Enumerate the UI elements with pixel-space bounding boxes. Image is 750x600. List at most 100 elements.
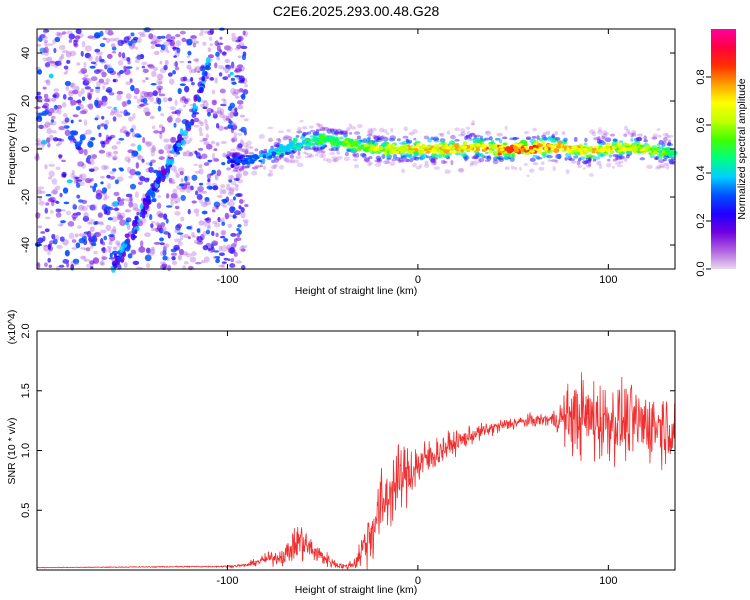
spectrogram-noise-blob (211, 89, 216, 95)
spectrogram-noise-blob (153, 66, 159, 72)
spectrogram-ridge-core (497, 152, 502, 156)
spectrogram-ridge-blob (665, 132, 669, 137)
spectrogram-noise-blob (230, 77, 236, 82)
spectrogram-noise-blob (133, 95, 138, 99)
spectrogram-noise-blob (47, 176, 53, 180)
spectrogram-noise-blob (61, 101, 67, 108)
spectrogram-ridge-core (475, 147, 481, 152)
spectrogram-noise-blob (151, 125, 156, 130)
spectrogram-noise-blob (56, 104, 63, 110)
spectrogram-ridge-blob (317, 123, 324, 129)
spectrogram-ridge-blob (512, 137, 520, 140)
spectrogram-noise-blob (207, 54, 214, 59)
spectrogram-ridge-blob (496, 132, 503, 137)
spectrogram-ridge-blob (229, 175, 235, 180)
spectrogram-ridge-blob (658, 139, 664, 145)
spectrogram-noise-blob (94, 117, 99, 121)
spectrogram-ridge-core (273, 148, 278, 151)
spectrogram-noise-blob (203, 162, 210, 166)
spectrogram-ridge-blob (373, 139, 379, 143)
spectrogram-ridge-blob (244, 165, 250, 169)
spectrogram-noise-blob (141, 61, 148, 66)
spectrogram-noise-blob (158, 81, 163, 85)
spectrogram-noise-blob (221, 221, 226, 226)
spectrogram-noise-blob (211, 169, 216, 175)
spectrogram-noise-blob (185, 253, 193, 258)
spectrogram-ridge-blob (296, 130, 303, 134)
spectrogram-noise-blob (83, 148, 88, 156)
spectrogram-noise-blob (217, 216, 221, 223)
spectrogram-ridge-blob (423, 163, 430, 168)
spectrogram-ridge-core (611, 146, 616, 150)
spectrogram-noise-blob (148, 33, 154, 40)
spectrogram-ridge-blob (467, 138, 473, 141)
spectrogram-noise-blob (188, 108, 193, 112)
spectrogram-noise-blob (155, 221, 160, 227)
spectrogram-noise-blob (80, 50, 84, 57)
spectrogram-noise-blob (232, 136, 238, 141)
spectrogram-noise-blob (112, 78, 117, 83)
spectrogram-ridge-blob (385, 132, 390, 135)
spectrogram-noise-blob (237, 224, 242, 228)
spectrogram-noise-blob (215, 51, 220, 57)
spectrogram-noise-blob (218, 72, 223, 77)
spectrogram-noise-blob (79, 110, 87, 115)
spectrogram-noise-blob (230, 258, 235, 263)
spectrogram-noise-blob (93, 183, 98, 188)
spectrogram-noise-blob (88, 103, 94, 110)
spectrogram-ridge-blob (488, 150, 493, 154)
spectrogram-noise-blob (230, 63, 235, 70)
spectrogram-noise-blob (87, 155, 92, 160)
spectrogram-noise-blob (112, 225, 117, 233)
spectrogram-noise-blob (84, 258, 91, 262)
spectrogram-ridge-blob (472, 137, 480, 141)
spectrogram-noise-blob (96, 80, 101, 88)
spectrogram-ridge-core (346, 144, 351, 149)
spectrogram-ridge-core (453, 143, 459, 148)
spectrogram-ridge-blob (313, 146, 320, 152)
spectrogram-noise-blob (51, 178, 58, 185)
spectrogram-noise-blob (34, 241, 42, 247)
spectrogram-noise-blob (183, 104, 187, 108)
spectrogram-noise-blob (180, 216, 185, 222)
spectrogram-noise-blob (236, 66, 242, 74)
spectrogram-noise-blob (191, 113, 197, 118)
spectrogram-noise-blob (105, 209, 111, 216)
spectrogram-ridge-blob (593, 137, 600, 141)
spectrogram-noise-blob (58, 154, 62, 160)
spectrogram-noise-blob (52, 39, 56, 45)
spectrogram-noise-blob (129, 196, 133, 202)
spectrogram-noise-blob (139, 95, 144, 100)
spectrogram-ridge-core (476, 143, 481, 146)
spectrogram-ridge-blob (316, 146, 323, 151)
spectrogram-ridge-blob (282, 136, 288, 141)
spectrogram-noise-blob (183, 261, 189, 265)
spectrogram-noise-blob (69, 99, 75, 107)
spectrogram-noise-blob (174, 99, 178, 106)
spectrogram-ridge-blob (302, 132, 309, 135)
spectrogram-noise-blob (182, 151, 187, 157)
spectrogram-noise-blob (38, 36, 43, 42)
spectrogram-noise-blob (228, 120, 233, 124)
spectrogram-noise-blob (203, 256, 210, 263)
spectrogram-ridge-blob (312, 145, 316, 150)
spectrogram-ridge-blob (412, 129, 418, 134)
spectrogram-noise-blob (198, 32, 204, 37)
spectrogram-noise-blob (124, 156, 131, 162)
spectrogram-noise-blob (135, 46, 139, 50)
spectrogram-noise-blob (47, 142, 51, 148)
spectrogram-noise-blob (199, 103, 205, 108)
spectrogram-noise-blob (78, 237, 86, 244)
spectrogram-noise-blob (123, 36, 130, 43)
spectrogram-noise-blob (53, 47, 57, 54)
spectrogram-noise-blob (173, 122, 177, 128)
spectrogram-ridge-blob (315, 128, 323, 132)
spectrogram-noise-blob (167, 264, 172, 272)
spectrogram-noise-blob (149, 96, 154, 102)
spectrogram-noise-blob (206, 225, 211, 230)
spectrogram-ridge-blob (405, 158, 410, 163)
x-tick-label: 0 (415, 575, 421, 587)
spectrogram-ridge-blob (597, 136, 601, 141)
spectrogram-ridge-blob (352, 152, 356, 157)
spectrogram-ridge-blob (588, 161, 592, 167)
